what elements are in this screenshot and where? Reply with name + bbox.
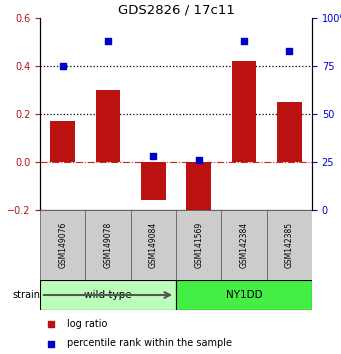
Text: wild type: wild type xyxy=(84,290,132,300)
Bar xyxy=(40,280,176,310)
Bar xyxy=(40,210,85,280)
Text: log ratio: log ratio xyxy=(67,319,107,329)
Point xyxy=(60,63,65,69)
Bar xyxy=(267,210,312,280)
Text: GSM141569: GSM141569 xyxy=(194,222,203,268)
Bar xyxy=(232,61,256,162)
Point xyxy=(48,321,54,327)
Text: GSM149084: GSM149084 xyxy=(149,222,158,268)
Title: GDS2826 / 17c11: GDS2826 / 17c11 xyxy=(118,4,235,17)
Point xyxy=(241,38,247,44)
Text: percentile rank within the sample: percentile rank within the sample xyxy=(67,338,232,348)
Text: strain: strain xyxy=(12,290,40,300)
Bar xyxy=(176,280,312,310)
Point xyxy=(48,341,54,346)
Text: GSM149078: GSM149078 xyxy=(104,222,113,268)
Text: NY1DD: NY1DD xyxy=(226,290,262,300)
Text: GSM142385: GSM142385 xyxy=(285,222,294,268)
Point xyxy=(196,157,202,163)
Bar xyxy=(131,210,176,280)
Bar xyxy=(95,90,120,162)
Text: GSM142384: GSM142384 xyxy=(239,222,249,268)
Point xyxy=(286,48,292,53)
Bar xyxy=(50,121,75,162)
Bar xyxy=(186,162,211,215)
Bar xyxy=(85,210,131,280)
Bar xyxy=(141,162,166,200)
Text: GSM149076: GSM149076 xyxy=(58,222,67,268)
Bar xyxy=(221,210,267,280)
Point xyxy=(151,153,156,159)
Point xyxy=(105,38,111,44)
Bar xyxy=(277,102,302,162)
Bar xyxy=(176,210,221,280)
